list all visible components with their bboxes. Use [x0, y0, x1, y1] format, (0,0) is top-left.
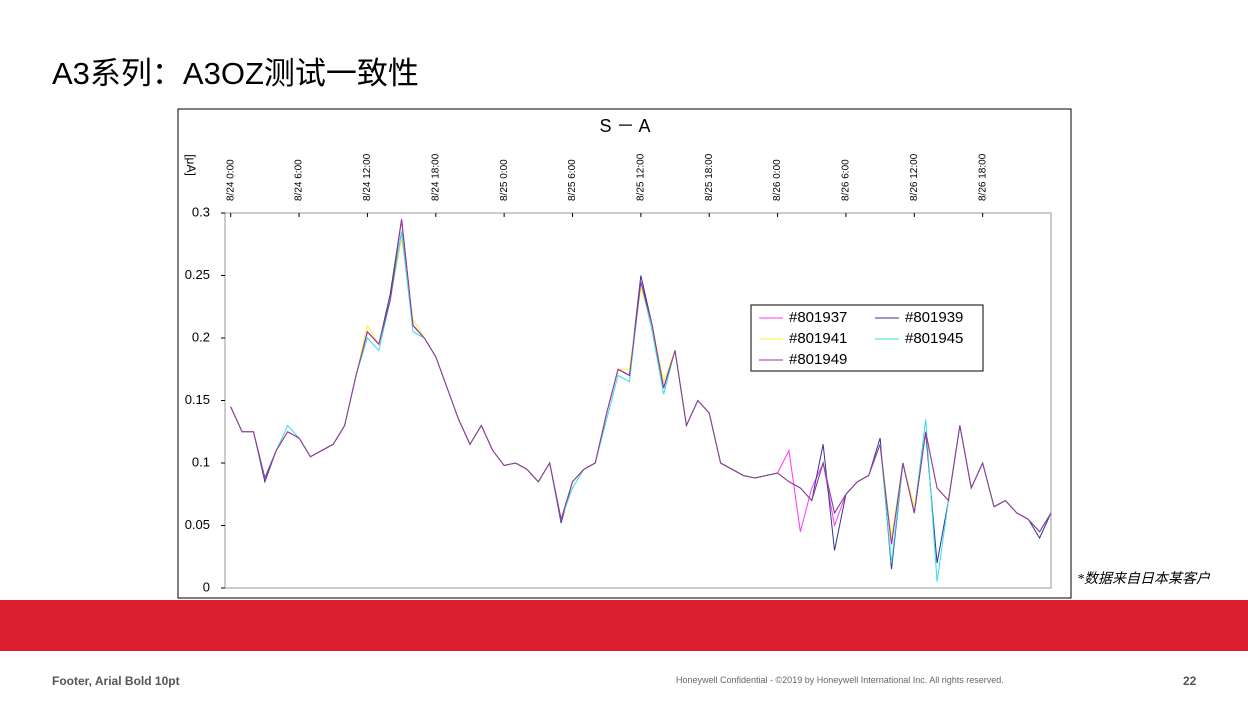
- y-tick-label: 0.25: [185, 267, 210, 282]
- x-tick-label: 8/24 18:00: [430, 153, 441, 201]
- legend-label: #801937: [789, 309, 847, 326]
- x-tick-label: 8/26 0:00: [772, 159, 783, 201]
- x-tick-label: 8/25 0:00: [499, 159, 510, 201]
- legend-box: [750, 304, 984, 372]
- x-tick-label: 8/25 6:00: [567, 159, 578, 201]
- footer-confidential: Honeywell Confidential - ©2019 by Honeyw…: [676, 675, 1004, 685]
- page-number: 22: [1183, 674, 1197, 688]
- x-tick-label: 8/26 12:00: [909, 153, 920, 201]
- y-axis-label: [μA]: [184, 154, 198, 176]
- y-tick-label: 0.05: [185, 517, 210, 532]
- y-tick-label: 0.1: [192, 454, 210, 469]
- y-tick-label: 0.3: [192, 204, 210, 219]
- note: *数据来自日本某客户: [1077, 572, 1210, 587]
- series-line: [230, 237, 1052, 539]
- x-tick-label: 8/24 12:00: [362, 153, 373, 201]
- red-band: [0, 600, 1248, 651]
- slide-title: A3系列：A3OZ测试一致性: [52, 56, 419, 91]
- series-line: [230, 219, 1052, 545]
- legend-label: #801949: [789, 351, 847, 368]
- chart-title: S － A: [599, 116, 650, 136]
- y-tick-label: 0.15: [185, 392, 210, 407]
- x-tick-label: 8/24 6:00: [294, 159, 305, 201]
- x-tick-label: 8/26 6:00: [841, 159, 852, 201]
- x-tick-label: 8/24 0:00: [225, 159, 236, 201]
- legend-label: #801945: [905, 330, 963, 347]
- x-tick-label: 8/25 12:00: [635, 153, 646, 201]
- x-tick-label: 8/26 18:00: [977, 153, 988, 201]
- legend-label: #801939: [905, 309, 963, 326]
- legend-label: #801941: [789, 330, 847, 347]
- y-tick-label: 0: [203, 579, 210, 594]
- x-tick-label: 8/25 18:00: [704, 153, 715, 201]
- y-tick-label: 0.2: [192, 329, 210, 344]
- footer-left: Footer, Arial Bold 10pt: [52, 674, 180, 688]
